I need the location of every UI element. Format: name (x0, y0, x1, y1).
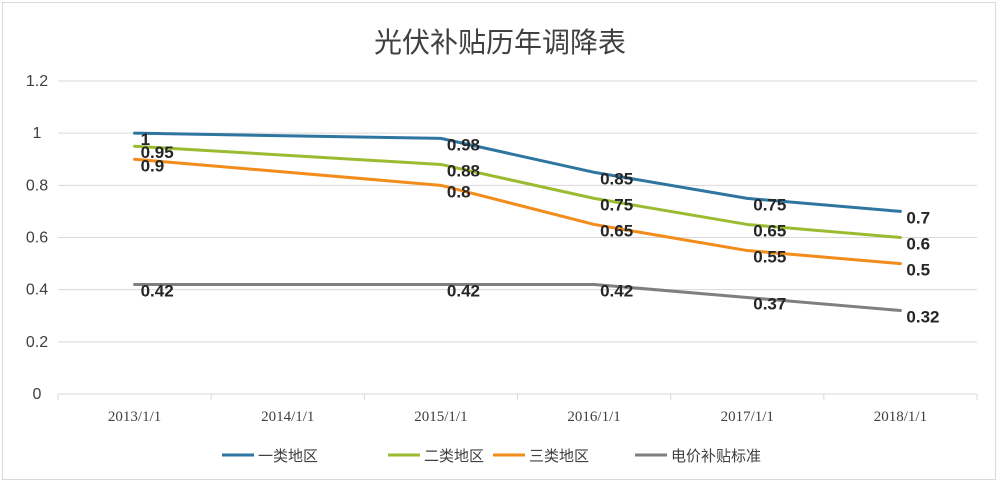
y-axis-ticks: 0 0.2 0.4 0.6 0.8 1 1.2 (26, 73, 48, 403)
data-label: 0.8 (447, 182, 471, 201)
data-label: 0.6 (906, 235, 930, 254)
data-label: 0.37 (753, 294, 786, 313)
data-label: 0.85 (600, 169, 633, 188)
data-label: 0.75 (600, 195, 633, 214)
data-label: 0.42 (600, 281, 633, 300)
data-label: 0.5 (906, 261, 930, 280)
series-line-0 (133, 131, 902, 213)
series-line-1 (133, 144, 902, 239)
series-line-3 (133, 282, 902, 313)
x-tick-label: 2018/1/1 (874, 409, 927, 425)
data-label: 0.55 (753, 248, 786, 267)
x-tick-label: 2014/1/1 (261, 409, 314, 425)
data-label: 0.42 (447, 281, 480, 300)
data-label: 0.95 (141, 143, 174, 162)
legend-label: 一类地区 (258, 447, 318, 465)
series-line-2 (133, 157, 902, 266)
y-tick-label: 1.2 (26, 73, 48, 90)
x-tick-label: 2015/1/1 (414, 409, 467, 425)
data-label: 0.42 (141, 281, 174, 300)
data-label: 0.65 (753, 221, 786, 240)
x-tick-label: 2017/1/1 (721, 409, 774, 425)
y-tick-label: 0 (33, 386, 42, 403)
data-label: 0.32 (906, 308, 939, 327)
data-label: 0.9 (141, 156, 165, 175)
data-label: 1 (141, 130, 150, 149)
x-tick-label: 2013/1/1 (108, 409, 161, 425)
legend: 一类地区 二类地区 三类地区 电价补贴标准 (222, 447, 761, 465)
data-label: 0.65 (600, 221, 633, 240)
series-layer (133, 131, 902, 313)
grid-layer (57, 80, 978, 400)
legend-label: 三类地区 (529, 447, 589, 465)
legend-label: 二类地区 (424, 447, 484, 465)
data-labels: 1 0.98 0.85 0.75 0.7 0.95 0.88 0.75 0.65 0.6 0.9 0.… (141, 130, 940, 326)
y-tick-label: 0.2 (26, 334, 48, 351)
data-label: 0.98 (447, 135, 480, 154)
y-tick-label: 0.8 (26, 177, 48, 194)
x-tick-label: 2016/1/1 (567, 409, 620, 425)
y-tick-label: 1 (33, 125, 42, 142)
data-label: 0.75 (753, 195, 786, 214)
y-tick-label: 0.6 (26, 230, 48, 247)
data-label: 0.88 (447, 161, 480, 180)
y-tick-label: 0.4 (26, 282, 48, 299)
x-axis-ticks: 2013/1/1 2014/1/1 2015/1/1 2016/1/1 2017/1/1… (108, 409, 927, 425)
data-label: 0.7 (906, 208, 930, 227)
chart-title: 光伏补贴历年调降表 (374, 26, 626, 59)
legend-label: 电价补贴标准 (671, 447, 761, 465)
